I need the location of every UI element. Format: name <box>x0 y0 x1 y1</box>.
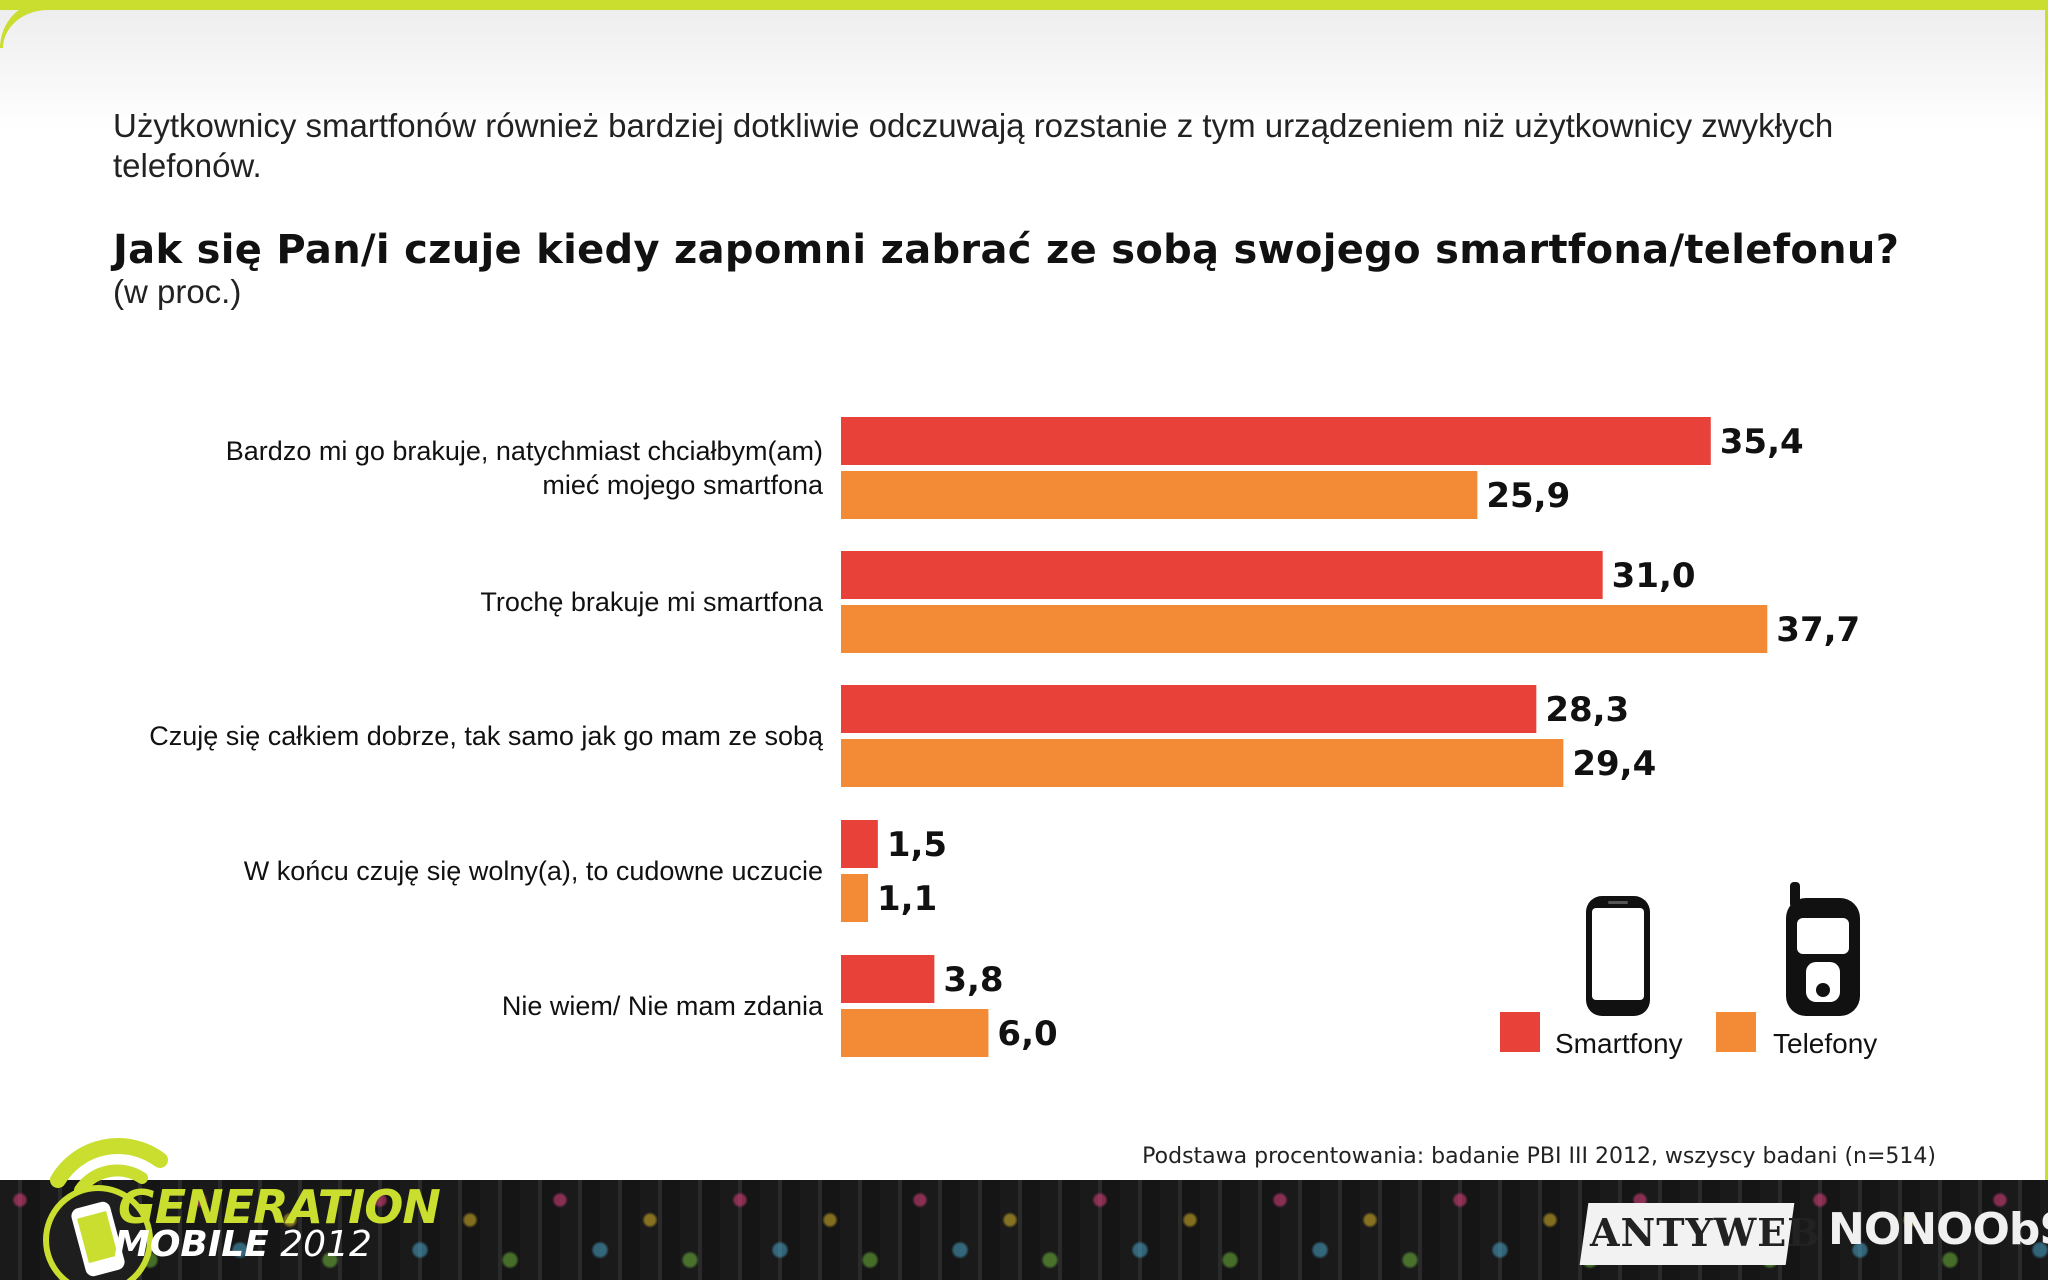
value-label-telefony-2: 37,7 <box>1776 610 1860 650</box>
intro-text: Użytkownicy smartfonów również bardziej … <box>113 107 1834 184</box>
value-label-smartfony-4: 1,5 <box>887 825 947 865</box>
chart-legend: Smartfony Telefony <box>1500 1010 1900 1070</box>
category-label-1-line-2: mieć mojego smartfona <box>542 470 824 500</box>
category-label-2: Trochę brakuje mi smartfona <box>480 587 824 617</box>
smartphone-icon <box>1586 896 1650 1016</box>
logo-generation-text: GENERATION <box>118 1180 441 1234</box>
legend-swatch-telefony <box>1716 1012 1756 1052</box>
bar-telefony-4 <box>841 874 869 922</box>
category-label-4: W końcu czuję się wolny(a), to cudowne u… <box>244 856 823 886</box>
bar-telefony-2 <box>841 605 1768 653</box>
value-label-smartfony-3: 28,3 <box>1545 690 1629 730</box>
flip-phone-icon <box>1786 882 1860 1016</box>
footnote-source: Podstawa procentowania: badanie PBI III … <box>1142 1144 1936 1169</box>
unit-note: (w proc.) <box>113 273 242 310</box>
legend-swatch-smartfony <box>1500 1012 1540 1052</box>
antyweb-logo-text: ANTYWEB <box>1590 1210 1821 1255</box>
logo-year-text: 2012 <box>280 1224 372 1265</box>
chart-question-title: Jak się Pan/i czuje kiedy zapomni zabrać… <box>113 227 1900 273</box>
bar-telefony-1 <box>841 471 1478 519</box>
value-label-telefony-4: 1,1 <box>877 879 937 919</box>
nonoobs-logo-text: NONOObS <box>1828 1204 2048 1255</box>
bar-smartfony-3 <box>841 685 1537 733</box>
value-label-telefony-1: 25,9 <box>1486 476 1570 516</box>
logo-mobile-text: MOBILE <box>114 1224 269 1265</box>
bar-smartfony-1 <box>841 417 1711 465</box>
category-label-5: Nie wiem/ Nie mam zdania <box>502 991 824 1021</box>
value-label-smartfony-5: 3,8 <box>943 960 1003 1000</box>
category-label-1-line-1: Bardzo mi go brakuje, natychmiast chciał… <box>226 436 823 466</box>
top-accent-stripe <box>0 0 2048 10</box>
generation-mobile-logo-mark <box>43 1138 168 1280</box>
value-label-telefony-3: 29,4 <box>1572 744 1656 784</box>
bar-smartfony-5 <box>841 955 935 1003</box>
bar-telefony-3 <box>841 739 1564 787</box>
bar-smartfony-4 <box>841 820 878 868</box>
bar-smartfony-2 <box>841 551 1603 599</box>
category-label-3: Czuję się całkiem dobrze, tak samo jak g… <box>149 721 824 751</box>
value-label-smartfony-1: 35,4 <box>1720 422 1804 462</box>
logo-mobile-year: MOBILE 2012 <box>114 1224 372 1265</box>
legend-label-telefony: Telefony <box>1773 1028 1878 1059</box>
right-edge-accent <box>2045 10 2048 1180</box>
value-label-smartfony-2: 31,0 <box>1612 556 1696 596</box>
bar-telefony-5 <box>841 1009 989 1057</box>
value-label-telefony-5: 6,0 <box>997 1014 1057 1054</box>
legend-label-smartfony: Smartfony <box>1555 1028 1683 1059</box>
